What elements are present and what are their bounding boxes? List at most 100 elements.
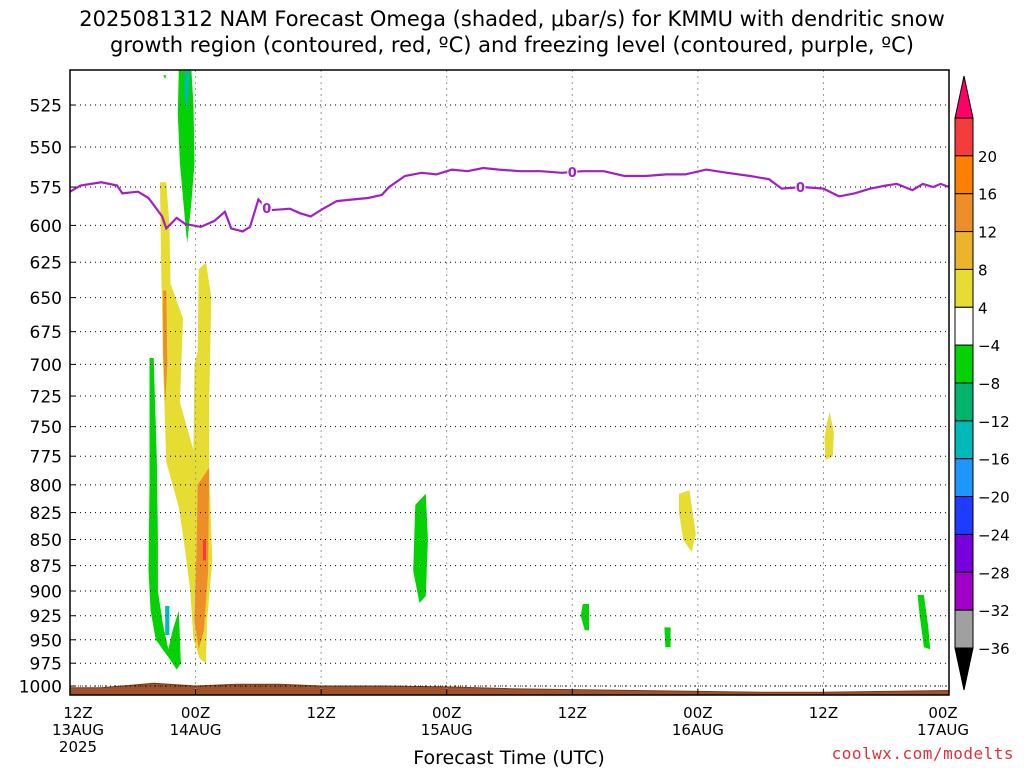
y-tick-label: 550 — [30, 138, 62, 158]
colorbar-swatch — [954, 231, 974, 270]
colorbar-label: −16 — [978, 451, 1010, 469]
y-tick-label: 900 — [30, 583, 62, 603]
x-tick-label: 12Z — [809, 704, 838, 722]
freezing-label-bg — [261, 201, 272, 216]
colorbar-swatch — [954, 458, 974, 498]
colorbar-swatch — [954, 306, 974, 346]
x-tick-label: 15AUG — [421, 721, 473, 739]
y-axis-ticks: 525 550 575 600 625 650 675 700 725 750 775 800 825 8… — [19, 97, 76, 698]
omega-region-1 — [184, 70, 190, 111]
colorbar-swatch — [954, 268, 974, 308]
y-tick-label: 725 — [30, 388, 62, 408]
freezing-level-line — [70, 166, 949, 233]
y-tick-label: 525 — [30, 97, 62, 117]
colorbar-top-arrow — [954, 75, 974, 119]
colorbar-label: −8 — [978, 375, 1000, 393]
y-tick-label: 850 — [30, 531, 62, 551]
x-tick-label: 2025 — [59, 738, 97, 756]
plot-background — [70, 70, 949, 695]
x-tick-label: 16AUG — [672, 721, 724, 739]
colorbar-label: 4 — [978, 299, 988, 317]
freezing-level-label: 0 — [568, 166, 577, 181]
colorbar-swatch — [954, 496, 974, 535]
colorbar-label: −24 — [978, 526, 1010, 544]
y-tick-label: 650 — [30, 289, 62, 309]
terrain-fill — [70, 682, 949, 695]
freezing-level-label: 0 — [262, 202, 271, 217]
colorbar-label: −28 — [978, 564, 1010, 582]
omega-region-14 — [824, 412, 834, 460]
y-tick-label: 600 — [30, 217, 62, 237]
colorbar-swatch — [954, 344, 974, 384]
colorbar-swatch — [954, 533, 974, 573]
chart-title: 2025081312 NAM Forecast Omega (shaded, μ… — [0, 6, 1024, 58]
colorbar-swatch — [954, 382, 974, 422]
omega-region-3 — [148, 358, 181, 670]
y-tick-label: 975 — [30, 655, 62, 675]
colorbar-label: −36 — [978, 640, 1010, 658]
x-tick-label: 00Z — [928, 704, 957, 722]
omega-region-8 — [202, 539, 206, 561]
freezing-label-bg — [795, 180, 806, 195]
y-tick-label: 875 — [30, 557, 62, 577]
chart-title-line-1: 2025081312 NAM Forecast Omega (shaded, μ… — [79, 7, 945, 31]
omega-region-11 — [664, 627, 671, 648]
omega-region-7 — [194, 467, 210, 650]
y-tick-label: 675 — [30, 323, 62, 343]
colorbar-swatch — [954, 571, 974, 611]
x-tick-label: 00Z — [181, 704, 210, 722]
omega-region-12 — [917, 595, 931, 650]
colorbar-swatch — [954, 420, 974, 460]
terrain-area — [70, 682, 949, 695]
colorbar-bottom-arrow — [954, 647, 974, 691]
colorbar-label: 8 — [978, 261, 988, 279]
y-tick-label: 575 — [30, 179, 62, 199]
omega-region-4 — [165, 605, 170, 635]
freezing-level-label: 0 — [796, 181, 805, 196]
freezing-level-contour: 0 0 0 — [70, 165, 949, 233]
omega-region-2 — [163, 75, 167, 79]
colorbar-label: −12 — [978, 413, 1010, 431]
x-tick-label: 00Z — [432, 704, 461, 722]
omega-region-6 — [163, 290, 168, 403]
omega-region-9 — [413, 493, 428, 603]
omega-shaded-regions — [148, 70, 931, 670]
colorbar-label: −4 — [978, 337, 1000, 355]
x-tick-label: 12Z — [558, 704, 587, 722]
x-tick-label: 12Z — [63, 704, 92, 722]
x-tick-label: 00Z — [683, 704, 712, 722]
colorbar-swatch — [954, 609, 974, 649]
credit-text: coolwx.com/modelts — [831, 744, 1014, 763]
y-tick-label: 925 — [30, 607, 62, 627]
x-axis-label: Forecast Time (UTC) — [413, 747, 604, 768]
colorbar-label: 16 — [978, 186, 997, 204]
colorbar-label: 20 — [978, 148, 997, 166]
colorbar-label: 12 — [978, 224, 997, 242]
x-tick-label: 17AUG — [917, 721, 969, 739]
chart-title-line-2: growth region (contoured, red, ºC) and f… — [110, 33, 914, 57]
y-tick-label: 825 — [30, 504, 62, 524]
colorbar-swatch — [954, 193, 974, 233]
freezing-label-bg — [567, 165, 578, 180]
grid-lines — [70, 70, 949, 695]
colorbar-swatch — [954, 155, 974, 195]
x-tick-label: 13AUG — [52, 721, 104, 739]
y-tick-label: 1000 — [19, 678, 62, 698]
colorbar-swatch — [954, 117, 974, 157]
x-tick-label: 12Z — [306, 704, 335, 722]
omega-region-0 — [177, 70, 195, 244]
y-tick-label: 625 — [30, 254, 62, 274]
y-tick-label: 950 — [30, 631, 62, 651]
y-tick-label: 700 — [30, 356, 62, 376]
colorbar-label: −20 — [978, 489, 1010, 507]
omega-region-10 — [580, 604, 589, 631]
colorbar-label: −32 — [978, 602, 1010, 620]
colorbar: 20 16 12 8 4 −4 −8 −12 −16 −20 −24 −28 −32 −36 — [954, 75, 1010, 691]
y-tick-label: 800 — [30, 476, 62, 496]
plot-frame — [69, 69, 950, 696]
y-tick-label: 775 — [30, 448, 62, 468]
y-tick-label: 750 — [30, 418, 62, 438]
omega-region-13 — [679, 490, 696, 553]
